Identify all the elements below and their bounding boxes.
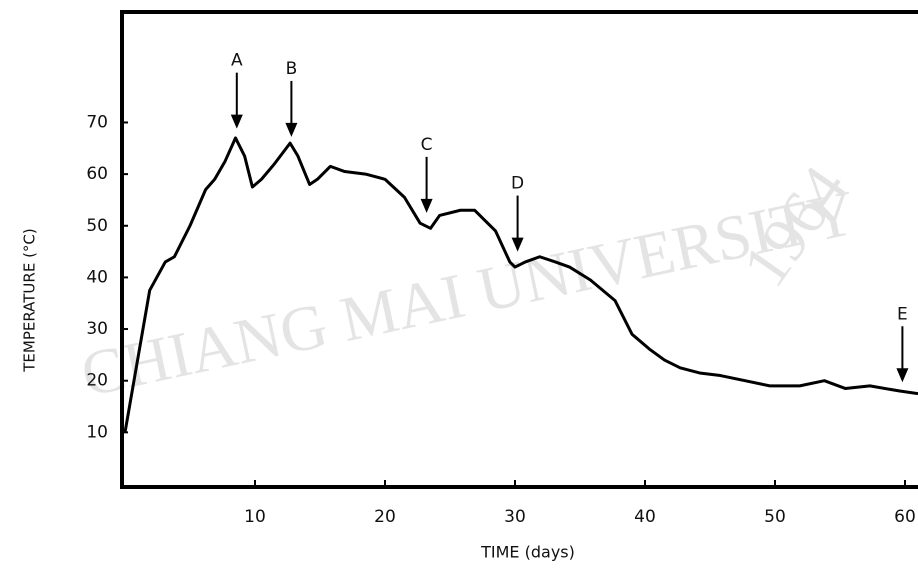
chart: CHIANG MAI UNIVERSITY 1964 TEMPERATURE (… [0, 0, 918, 569]
x-tick-label: 30 [504, 507, 526, 527]
annotation-arrowhead [285, 123, 297, 137]
annotation-arrowhead [896, 368, 908, 382]
y-tick-label: 30 [86, 319, 108, 339]
annotation-arrowhead [231, 115, 243, 129]
annotation-label: D [511, 174, 524, 194]
x-tick-label: 10 [244, 507, 266, 527]
annotation-label: A [231, 51, 243, 71]
annotation-label: E [897, 304, 908, 324]
y-tick-label: 40 [86, 267, 108, 287]
annotation-label: C [421, 135, 433, 155]
x-tick-label: 60 [894, 507, 916, 527]
annotation-label: B [286, 59, 298, 79]
page: {"chart_data": {"type": "line", "waterma… [0, 0, 918, 569]
x-tick-label: 50 [764, 507, 786, 527]
annotation-arrowhead [421, 199, 433, 213]
y-tick-label: 50 [86, 216, 108, 236]
x-axis-label: TIME (days) [480, 543, 575, 562]
x-tick-label: 40 [634, 507, 656, 527]
x-tick-label: 20 [374, 507, 396, 527]
y-tick-label: 70 [86, 112, 108, 132]
y-tick-label: 20 [86, 371, 108, 391]
y-tick-label: 10 [86, 422, 108, 442]
y-tick-label: 60 [86, 164, 108, 184]
y-axis-label: TEMPERATURE (°C) [21, 228, 39, 373]
